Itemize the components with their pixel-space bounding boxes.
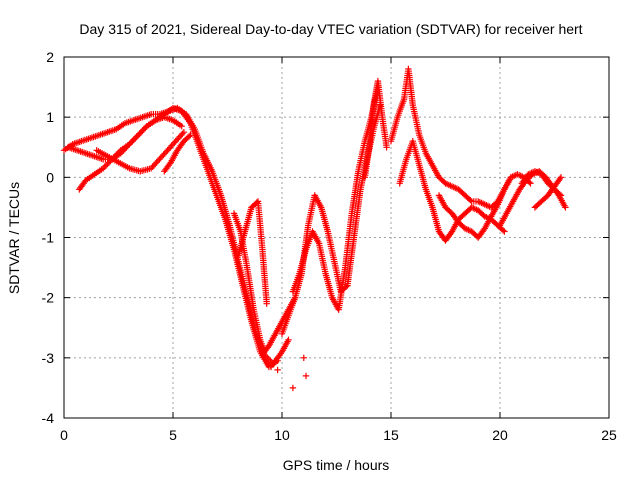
- y-tick-label: 2: [46, 49, 54, 65]
- x-tick-label: 0: [60, 427, 68, 443]
- x-tick-label: 10: [274, 427, 290, 443]
- x-tick-label: 25: [601, 427, 617, 443]
- y-axis-label: SDTVAR / TECUs: [6, 182, 22, 294]
- grid: [64, 57, 609, 418]
- series-track-i: [289, 83, 382, 313]
- series-track-d: [93, 129, 188, 175]
- series-outliers: [267, 354, 310, 392]
- x-tick-label: 15: [383, 427, 399, 443]
- marker-path: [531, 174, 565, 211]
- series-track-k: [387, 65, 515, 211]
- x-tick-labels: 0 5 10 15 20 25: [60, 427, 617, 443]
- series-track-p: [531, 174, 565, 211]
- marker-path: [289, 83, 382, 313]
- series-track-j: [361, 77, 390, 181]
- y-tick-label: -2: [42, 290, 55, 306]
- y-tick-label: -4: [42, 410, 55, 426]
- marker-path: [235, 198, 270, 307]
- y-tick-label: -1: [42, 230, 55, 246]
- marker-path: [387, 65, 515, 211]
- series-track-g: [235, 198, 270, 307]
- chart-title: Day 315 of 2021, Sidereal Day-to-day VTE…: [79, 21, 582, 37]
- marker-path: [435, 171, 534, 241]
- x-tick-label: 5: [169, 427, 177, 443]
- y-tick-label: -3: [42, 350, 55, 366]
- marker-path: [396, 138, 508, 244]
- marker-path: [161, 132, 194, 175]
- marker-path: [93, 129, 188, 175]
- x-axis-label: GPS time / hours: [283, 457, 390, 473]
- x-tick-label: 20: [492, 427, 508, 443]
- y-tick-labels: -4 -3 -2 -1 0 1 2: [42, 49, 55, 426]
- marker-path: [361, 77, 390, 181]
- series-track-m: [435, 171, 534, 241]
- data-markers: [60, 65, 569, 392]
- series-track-l: [396, 138, 508, 244]
- y-tick-label: 1: [46, 109, 54, 125]
- marker-path: [267, 354, 310, 392]
- plot-frame: [63, 56, 610, 419]
- series-track-e: [161, 132, 194, 175]
- y-tick-label: 0: [46, 169, 54, 185]
